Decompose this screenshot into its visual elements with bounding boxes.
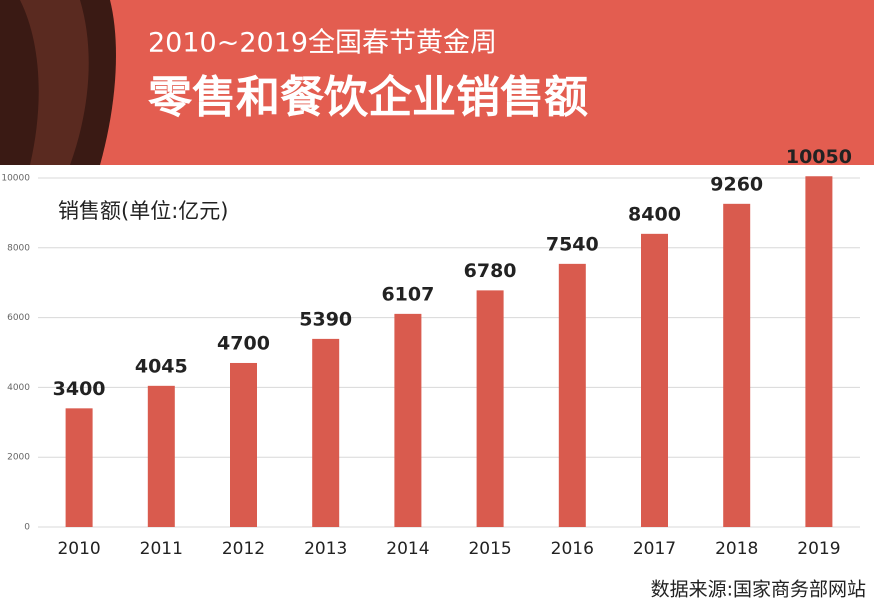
chart-title: 零售和餐饮企业销售额 [148, 72, 588, 123]
x-tick-label: 2019 [797, 539, 840, 559]
x-tick-label: 2013 [304, 539, 347, 559]
x-tick-label: 2016 [551, 539, 594, 559]
chart-subtitle: 2010~2019全国春节黄金周 [148, 28, 497, 59]
x-tick-label: 2012 [222, 539, 265, 559]
x-tick-label: 2011 [140, 539, 183, 559]
header-band [0, 0, 874, 165]
bar [65, 408, 93, 527]
header-photo-shade [20, 0, 89, 165]
bar [805, 176, 833, 527]
value-label: 10050 [786, 146, 852, 168]
value-label: 3400 [53, 378, 106, 400]
value-label: 9260 [710, 173, 763, 195]
x-tick-label: 2014 [386, 539, 429, 559]
bar [147, 385, 175, 527]
bar [230, 362, 257, 527]
source-note: 数据来源:国家商务部网站 [651, 579, 866, 601]
bar [312, 338, 340, 527]
x-tick-label: 2010 [57, 539, 100, 559]
y-tick-label: 10000 [1, 174, 30, 184]
bar [558, 263, 586, 527]
y-tick-label: 0 [24, 523, 30, 533]
value-label: 8400 [628, 203, 681, 225]
y-axis-label: 销售额(单位:亿元) [58, 199, 228, 223]
value-label: 6780 [464, 260, 517, 282]
bar [394, 313, 422, 527]
value-label: 7540 [546, 233, 599, 255]
bar [723, 203, 751, 528]
y-tick-label: 2000 [7, 453, 30, 463]
bar [476, 290, 504, 527]
x-tick-label: 2018 [715, 539, 758, 559]
bar [641, 233, 668, 527]
value-label: 4045 [135, 355, 188, 377]
value-label: 5390 [299, 308, 352, 330]
y-tick-label: 6000 [7, 313, 30, 323]
y-tick-label: 8000 [7, 243, 30, 253]
y-tick-label: 4000 [7, 383, 30, 393]
value-label: 4700 [217, 332, 270, 354]
x-tick-label: 2015 [468, 539, 511, 559]
value-label: 6107 [381, 283, 434, 305]
x-tick-label: 2017 [633, 539, 676, 559]
